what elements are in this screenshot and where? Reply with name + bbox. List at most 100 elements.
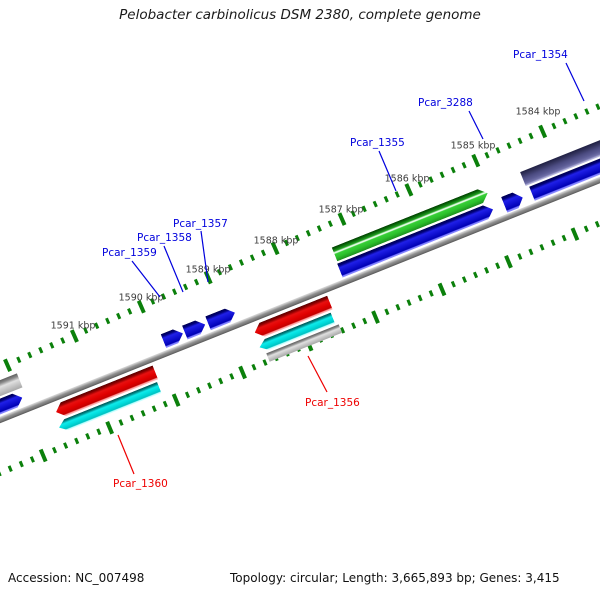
tick-minor: [250, 254, 256, 261]
tick-minor: [27, 351, 33, 359]
tick-minor: [38, 346, 44, 354]
tick-minor: [584, 108, 590, 115]
tick-minor: [250, 364, 257, 371]
tick-minor: [105, 317, 111, 325]
tick-minor: [73, 437, 79, 445]
page-title: Pelobacter carbinolicus DSM 2380, comple…: [119, 7, 481, 23]
feature-label-pcar_1358: Pcar_1358: [137, 232, 192, 244]
tick-minor: [116, 312, 122, 320]
tick-minor: [383, 195, 389, 203]
scale-label-1584: 1584 kbp: [515, 106, 561, 118]
tick-minor: [383, 308, 389, 316]
scale-label-1588: 1588 kbp: [253, 235, 299, 247]
tick-minor: [551, 122, 557, 130]
scale-label-1589: 1589 kbp: [185, 264, 231, 276]
feature-label-pcar_1359: Pcar_1359: [102, 247, 157, 259]
tick-minor: [84, 433, 90, 440]
feature-label-pcar_1356: Pcar_1356: [305, 397, 360, 409]
tick-minor: [262, 359, 268, 367]
tick-minor: [183, 283, 189, 291]
tick-minor: [206, 382, 212, 390]
label-connector-pcar_1355: [378, 150, 397, 192]
tick-minor: [450, 166, 456, 174]
tick-minor: [506, 142, 512, 149]
scale-label-1591: 1591 kbp: [50, 320, 96, 332]
tick-major: [404, 182, 414, 197]
tick-minor: [450, 281, 456, 288]
tick-major: [437, 282, 447, 296]
tick-minor: [238, 259, 245, 266]
label-connector-pcar_3288: [468, 110, 484, 140]
tick-minor: [151, 405, 157, 413]
scale-label-1586: 1586 kbp: [384, 173, 430, 185]
tick-minor: [495, 147, 501, 154]
tick-minor: [517, 137, 523, 145]
tick-minor: [350, 322, 356, 330]
tick-minor: [484, 152, 490, 159]
tick-major: [2, 358, 12, 372]
tick-minor: [372, 200, 378, 208]
tick-minor: [594, 221, 600, 228]
scale-label-1590: 1590 kbp: [118, 292, 164, 304]
tick-minor: [516, 253, 522, 261]
tick-minor: [538, 244, 545, 251]
tick-minor: [305, 229, 311, 237]
tick-minor: [461, 276, 467, 284]
feature-label-pcar_3288: Pcar_3288: [418, 97, 473, 109]
scale-label-1587: 1587 kbp: [318, 204, 364, 216]
tick-major: [371, 309, 380, 324]
tick-minor: [406, 299, 412, 307]
tick-minor: [261, 249, 267, 257]
tick-major: [171, 392, 181, 407]
tick-minor: [528, 132, 534, 140]
tick-minor: [573, 113, 579, 120]
tick-minor: [118, 419, 124, 427]
tick-minor: [394, 190, 401, 198]
tick-minor: [228, 373, 234, 380]
tick-minor: [60, 337, 66, 344]
tick-minor: [439, 171, 445, 179]
tick-major: [471, 153, 481, 167]
scale-label-1585: 1585 kbp: [450, 140, 496, 152]
tick-major: [238, 365, 247, 379]
tick-minor: [461, 161, 468, 169]
tick-minor: [316, 225, 323, 232]
tick-minor: [194, 278, 200, 286]
tick-minor: [7, 465, 13, 473]
tick-major: [105, 420, 114, 435]
status-topology: Topology: circular; Length: 3,665,893 bp…: [230, 571, 560, 585]
tick-minor: [494, 262, 500, 270]
tick-minor: [171, 288, 178, 296]
feature-label-pcar_1360: Pcar_1360: [113, 478, 168, 490]
tick-major: [570, 226, 580, 241]
tick-minor: [29, 456, 35, 463]
tick-major: [38, 448, 48, 462]
tick-minor: [394, 304, 401, 311]
tick-minor: [49, 341, 55, 349]
tick-minor: [0, 470, 2, 477]
tick-minor: [62, 442, 68, 450]
tick-minor: [127, 307, 133, 315]
tick-minor: [140, 410, 146, 417]
tick-minor: [595, 103, 600, 110]
label-connector-pcar_1358: [163, 245, 184, 293]
tick-major: [538, 124, 547, 138]
tick-minor: [328, 220, 334, 227]
label-connector-pcar_1354: [565, 62, 585, 102]
tick-minor: [18, 460, 24, 468]
tick-minor: [561, 234, 567, 242]
tick-major: [503, 254, 513, 269]
tick-minor: [550, 239, 556, 247]
tick-minor: [195, 387, 201, 394]
tick-minor: [162, 400, 168, 408]
tick-minor: [527, 248, 533, 256]
tick-minor: [428, 290, 434, 297]
feature-label-pcar_1355: Pcar_1355: [350, 137, 405, 149]
tick-minor: [129, 414, 135, 422]
tick-minor: [217, 377, 223, 385]
label-connector-pcar_1360: [117, 434, 135, 475]
tick-minor: [472, 271, 478, 279]
tick-minor: [583, 225, 589, 233]
tick-minor: [417, 294, 423, 302]
